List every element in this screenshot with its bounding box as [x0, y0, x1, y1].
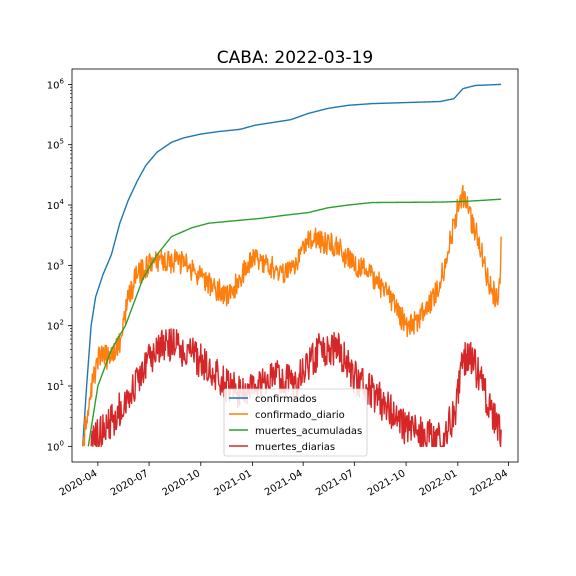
series-line-muertes-acumuladas — [87, 198, 502, 447]
x-tick-label: 2020-07 — [109, 468, 151, 498]
y-tick-label: 106 — [47, 77, 65, 91]
legend-box — [223, 388, 368, 457]
x-tick-label: 2020-10 — [161, 468, 203, 498]
legend-label: muertes_acumuladas — [255, 426, 362, 437]
legend-label: confirmado_diario — [255, 410, 345, 421]
y-tick-label: 102 — [47, 319, 64, 333]
x-tick-label: 2021-04 — [263, 468, 305, 498]
y-tick-label: 105 — [47, 138, 64, 152]
x-tick-label: 2021-01 — [212, 468, 254, 498]
series-line-muertes-diarias — [90, 328, 502, 448]
y-tick-label: 101 — [47, 379, 64, 393]
y-tick-label: 104 — [47, 198, 65, 212]
series-layer — [81, 83, 502, 448]
legend: confirmados confirmado_diario muertes_acum… — [223, 388, 368, 457]
x-tick-label: 2022-01 — [418, 468, 460, 498]
y-tick-label: 103 — [47, 258, 64, 272]
y-tick-label: 100 — [47, 439, 64, 453]
legend-label: confirmados — [255, 394, 317, 405]
x-tick-label: 2021-10 — [366, 468, 408, 498]
legend-label: muertes_diarias — [255, 442, 335, 453]
chart-title: CABA: 2022-03-19 — [217, 48, 373, 68]
x-tick-label: 2021-07 — [314, 468, 356, 498]
series-line-confirmados — [81, 83, 502, 447]
x-tick-label: 2022-04 — [468, 468, 510, 498]
x-tick-label: 2020-04 — [58, 468, 100, 498]
